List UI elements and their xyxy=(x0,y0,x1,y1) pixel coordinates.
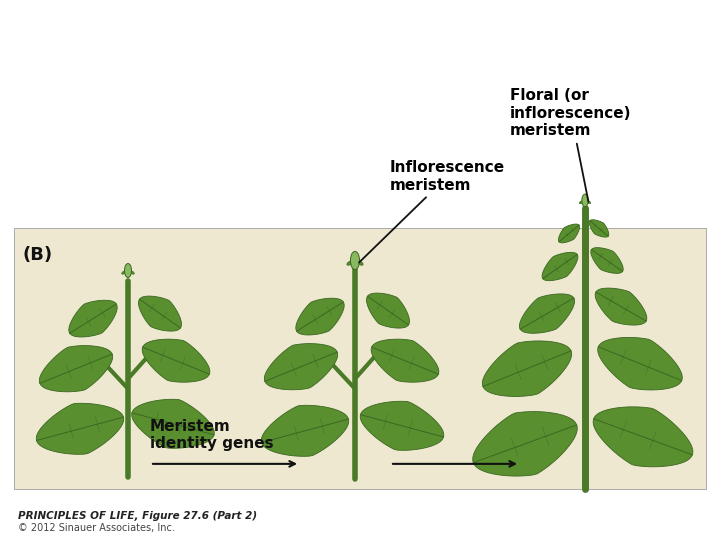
Ellipse shape xyxy=(580,201,583,204)
Polygon shape xyxy=(264,343,338,390)
Ellipse shape xyxy=(130,271,134,274)
Polygon shape xyxy=(138,296,181,331)
Text: Meristem
identity genes: Meristem identity genes xyxy=(150,419,274,451)
Ellipse shape xyxy=(351,252,359,269)
Ellipse shape xyxy=(582,194,588,207)
Polygon shape xyxy=(371,339,439,382)
Text: PRINCIPLES OF LIFE, Figure 27.6 (Part 2): PRINCIPLES OF LIFE, Figure 27.6 (Part 2) xyxy=(18,511,257,521)
Ellipse shape xyxy=(587,201,590,204)
Polygon shape xyxy=(360,401,444,450)
Polygon shape xyxy=(296,298,344,335)
Polygon shape xyxy=(473,411,577,476)
Polygon shape xyxy=(261,406,348,456)
Polygon shape xyxy=(142,339,210,382)
Polygon shape xyxy=(36,403,124,454)
Polygon shape xyxy=(519,294,575,333)
Polygon shape xyxy=(482,341,572,396)
Ellipse shape xyxy=(357,261,363,265)
Polygon shape xyxy=(589,220,608,237)
Polygon shape xyxy=(542,252,578,281)
Polygon shape xyxy=(132,399,215,448)
Polygon shape xyxy=(593,407,693,467)
Polygon shape xyxy=(595,288,647,325)
Text: Figure 27.6  The Transition to Flowering (Part 2): Figure 27.6 The Transition to Flowering … xyxy=(6,6,400,24)
Polygon shape xyxy=(591,248,624,273)
Polygon shape xyxy=(366,293,410,328)
Polygon shape xyxy=(40,346,112,392)
Text: © 2012 Sinauer Associates, Inc.: © 2012 Sinauer Associates, Inc. xyxy=(18,523,175,533)
Polygon shape xyxy=(598,338,683,390)
Polygon shape xyxy=(69,300,117,337)
Text: Floral (or
inflorescence)
meristem: Floral (or inflorescence) meristem xyxy=(510,89,631,201)
Text: (B): (B) xyxy=(22,246,52,265)
Ellipse shape xyxy=(122,271,126,274)
Ellipse shape xyxy=(125,264,132,278)
Bar xyxy=(14,228,706,489)
Polygon shape xyxy=(559,224,580,243)
Ellipse shape xyxy=(347,261,353,265)
Text: Inflorescence
meristem: Inflorescence meristem xyxy=(359,160,505,262)
